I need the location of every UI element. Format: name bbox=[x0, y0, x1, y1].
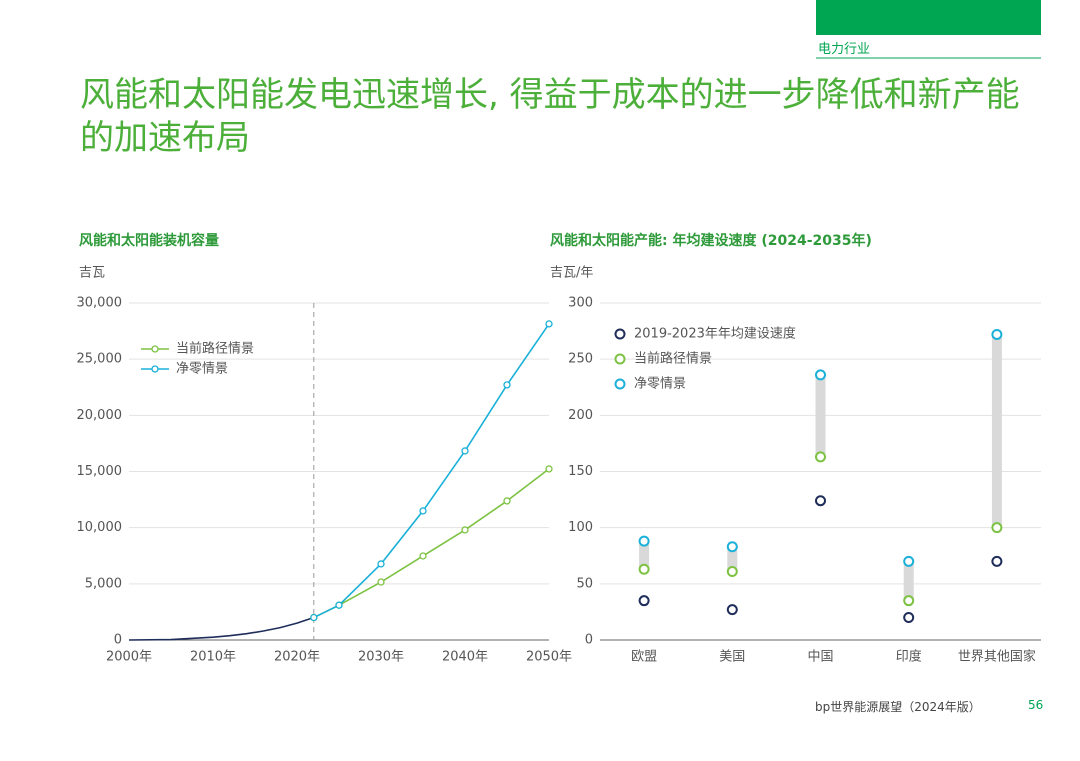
range-bar bbox=[903, 561, 914, 601]
y-tick-label: 25,000 bbox=[77, 352, 123, 367]
point-marker bbox=[503, 497, 511, 505]
point-marker bbox=[419, 552, 427, 560]
y-axis-label: 吉瓦/年 bbox=[550, 266, 593, 281]
dot bbox=[991, 328, 1003, 340]
range-bar bbox=[815, 374, 826, 457]
point-marker bbox=[310, 613, 318, 622]
y-tick-label: 0 bbox=[114, 633, 122, 648]
range-bar bbox=[639, 541, 650, 570]
range-bar bbox=[727, 546, 738, 572]
point-marker bbox=[377, 560, 385, 568]
x-tick-label: 2020年 bbox=[274, 650, 320, 665]
x-tick-label: 印度 bbox=[896, 649, 922, 665]
y-tick-label: 300 bbox=[568, 296, 593, 311]
legend-label: 净零情景 bbox=[634, 377, 686, 392]
legend-label: 当前路径情景 bbox=[634, 351, 712, 367]
x-tick-label: 2000年 bbox=[106, 650, 152, 665]
y-tick-label: 30,000 bbox=[77, 296, 123, 311]
legend-marker bbox=[614, 328, 626, 340]
y-tick-label: 15,000 bbox=[77, 464, 123, 479]
dot bbox=[815, 495, 826, 507]
y-axis-label: 吉瓦 bbox=[79, 266, 105, 281]
dot bbox=[638, 563, 650, 575]
y-tick-label: 10,000 bbox=[77, 520, 123, 535]
y-tick-label: 100 bbox=[568, 520, 593, 535]
point-marker bbox=[419, 507, 427, 515]
x-tick-label: 2010年 bbox=[190, 650, 236, 665]
dot bbox=[726, 541, 738, 553]
point-marker bbox=[545, 320, 553, 328]
y-tick-label: 20,000 bbox=[77, 408, 123, 423]
chart-title: 风能和太阳能产能: 年均建设速度 (2024-2035年) bbox=[550, 232, 872, 249]
legend-label: 净零情景 bbox=[176, 362, 228, 377]
legend-marker bbox=[614, 353, 626, 365]
point-marker bbox=[503, 381, 511, 389]
series-line bbox=[313, 323, 550, 619]
x-tick-label: 世界其他国家 bbox=[958, 649, 1036, 665]
legend-label: 2019-2023年年均建设速度 bbox=[634, 326, 796, 342]
point-marker bbox=[461, 447, 469, 455]
point-marker bbox=[545, 465, 553, 473]
x-tick-label: 2040年 bbox=[442, 650, 488, 665]
dot bbox=[903, 612, 915, 624]
legend-marker bbox=[614, 378, 626, 390]
dot bbox=[726, 565, 738, 577]
dot bbox=[638, 535, 650, 547]
page-number: 56 bbox=[1028, 698, 1044, 712]
y-tick-label: 50 bbox=[576, 576, 593, 591]
dot bbox=[903, 595, 915, 607]
dot bbox=[991, 555, 1003, 567]
y-tick-label: 250 bbox=[568, 352, 593, 367]
x-tick-label: 2030年 bbox=[358, 650, 404, 665]
y-tick-label: 0 bbox=[585, 633, 593, 648]
x-tick-label: 2050年 bbox=[526, 650, 572, 665]
header-bar bbox=[816, 0, 1041, 35]
series-line bbox=[128, 616, 315, 641]
dot bbox=[815, 451, 826, 463]
page-title: 风能和太阳能发电迅速增长, 得益于成本的进一步降低和新产能的加速布局 bbox=[80, 75, 1020, 158]
legend-marker bbox=[151, 345, 159, 353]
y-tick-label: 200 bbox=[568, 408, 593, 423]
y-tick-label: 5,000 bbox=[85, 576, 122, 591]
x-tick-label: 中国 bbox=[807, 650, 833, 665]
x-tick-label: 美国 bbox=[719, 650, 745, 665]
legend-marker bbox=[151, 365, 159, 373]
dot bbox=[991, 522, 1003, 534]
footer: bp世界能源展望（2024年版） bbox=[815, 700, 981, 714]
point-marker bbox=[461, 526, 469, 534]
section-label: 电力行业 bbox=[818, 42, 871, 57]
dot bbox=[903, 555, 915, 567]
range-bar bbox=[991, 334, 1002, 528]
dot bbox=[638, 595, 650, 607]
dot bbox=[726, 604, 738, 616]
chart-title: 风能和太阳能装机容量 bbox=[79, 232, 219, 249]
point-marker bbox=[335, 601, 343, 609]
dot bbox=[815, 369, 826, 381]
legend-label: 当前路径情景 bbox=[176, 341, 254, 357]
point-marker bbox=[377, 578, 385, 586]
y-tick-label: 150 bbox=[568, 464, 593, 479]
x-tick-label: 欧盟 bbox=[631, 650, 657, 665]
